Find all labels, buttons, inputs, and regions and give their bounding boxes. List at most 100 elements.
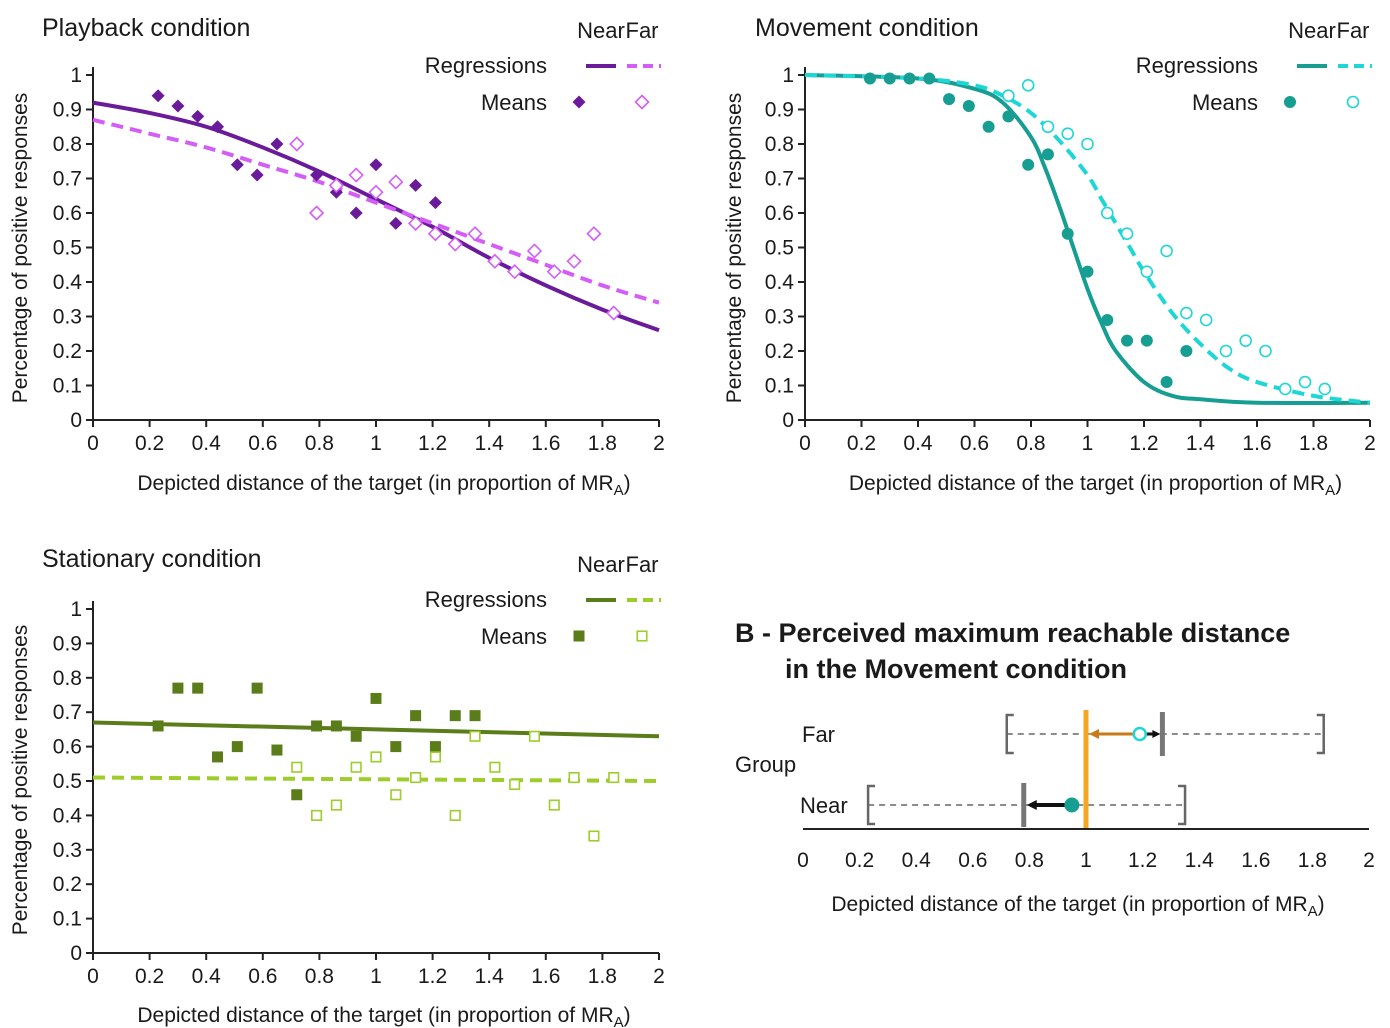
y-tick-label: 1	[782, 64, 794, 87]
panel-b-range-bracket-right	[1316, 713, 1325, 755]
y-tick-label: 0	[70, 942, 82, 965]
y-tick-label: 0.6	[53, 202, 82, 225]
data-point-near	[191, 109, 205, 123]
panel-b-row-near: Near	[800, 783, 1187, 827]
x-tick-label: 2	[653, 432, 665, 455]
panel-b-x-tick-label: 1.6	[1241, 849, 1270, 872]
x-tick-label: 2	[653, 965, 665, 988]
data-point-far	[568, 772, 580, 784]
data-point-near	[271, 744, 283, 756]
y-tick-label: 0.5	[765, 237, 794, 260]
data-point-far	[528, 730, 541, 742]
chart-playback: Playback condition 0 0.1 0.2 0.3 0.4 0.5 0.6 0.7…	[9, 14, 665, 499]
panel-b-perceived-reach: B - Perceived maximum reachable distance…	[735, 618, 1375, 920]
y-tick-label: 0.2	[765, 340, 794, 363]
x-tick-label: 0.8	[305, 432, 334, 455]
data-point-near	[230, 158, 244, 172]
data-point-near	[151, 89, 165, 103]
legend-far-header: Far	[1337, 18, 1370, 43]
x-axis-label-close: )	[624, 1004, 631, 1027]
data-point-near	[469, 710, 481, 722]
data-point-near	[429, 741, 441, 753]
legend-near-means-marker	[572, 95, 586, 109]
data-point-far	[1081, 137, 1094, 151]
data-point-far	[308, 205, 325, 221]
data-point-near	[1081, 265, 1094, 278]
data-point-near	[1101, 313, 1114, 326]
data-point-far	[328, 177, 345, 194]
legend-far-means-marker	[634, 94, 650, 110]
data-point-far	[1298, 375, 1312, 389]
data-point-far	[1002, 89, 1015, 102]
panel-b-title-line1: B - Perceived maximum reachable distance	[735, 618, 1290, 648]
y-tick-label: 0.2	[53, 340, 82, 363]
data-point-far	[507, 264, 523, 280]
x-tick-label: 1.4	[475, 965, 505, 988]
data-point-near	[250, 168, 264, 182]
legend-means-label: Means	[481, 90, 547, 115]
y-tick-label: 0.3	[53, 306, 82, 329]
chart-title: Movement condition	[755, 14, 979, 42]
data-point-near	[291, 789, 303, 801]
x-axis-label-main: Depicted distance of the target (in prop…	[849, 472, 1325, 495]
x-tick-label: 1	[1082, 432, 1094, 455]
data-point-near	[1160, 376, 1173, 389]
data-point-near	[410, 710, 422, 722]
data-point-far	[588, 830, 600, 842]
panel-b-x-tick-label: 1	[1080, 849, 1092, 872]
data-point-near	[449, 710, 461, 722]
data-point-near	[428, 196, 442, 210]
data-point-far	[388, 174, 404, 190]
data-point-near	[1061, 227, 1074, 240]
chart-title: Stationary condition	[42, 545, 262, 573]
panel-b-range-bracket-left	[866, 784, 876, 826]
x-axis-label-subscript: A	[1325, 482, 1335, 499]
y-tick-label: 0.8	[53, 667, 82, 690]
panel-b-row-label: Near	[800, 793, 848, 818]
data-point-far	[1180, 306, 1193, 320]
panel-b-x-axis-label-main: Depicted distance of the target (in prop…	[831, 893, 1307, 916]
data-point-near	[270, 137, 284, 151]
data-point-near	[369, 158, 383, 172]
y-tick-label: 0.3	[765, 306, 794, 329]
data-point-far	[1219, 344, 1233, 358]
panel-b-near-mean-marker	[1064, 797, 1080, 813]
panel-b-x-tick-label: 0.2	[845, 849, 874, 872]
x-tick-label: 0	[799, 432, 811, 455]
y-tick-label: 0.7	[765, 168, 794, 191]
data-point-near	[1041, 148, 1054, 161]
data-point-near	[390, 741, 402, 753]
regression-line-far	[92, 117, 660, 305]
panel-b-x-tick-label: 1.8	[1298, 849, 1327, 872]
legend-near-means-marker	[573, 630, 585, 642]
x-tick-label: 0.2	[135, 432, 164, 455]
x-tick-label: 0.8	[1016, 432, 1045, 455]
data-point-far	[429, 751, 441, 763]
data-point-far	[489, 761, 501, 773]
chart-stationary: Stationary condition 0 0.1 0.2 0.3 0.4 0.5 0.6 0…	[9, 545, 665, 1028]
y-tick-label: 0.1	[765, 375, 794, 398]
panel-b-x-tick-label: 1.4	[1185, 849, 1215, 872]
x-tick-label: 0.4	[903, 432, 933, 455]
legend-far-header: Far	[626, 552, 659, 577]
data-point-far	[407, 215, 424, 231]
panel-b-far-boundary-arrowhead	[1152, 730, 1161, 738]
data-point-far	[526, 243, 543, 259]
data-point-near	[192, 682, 204, 694]
x-tick-label: 0.4	[192, 965, 222, 988]
x-tick-label: 1.6	[1242, 432, 1271, 455]
panel-b-range-bracket-right	[1178, 784, 1187, 826]
data-point-near	[1121, 334, 1134, 347]
data-point-near	[152, 720, 164, 732]
panel-b-row-far: Far	[802, 712, 1325, 756]
data-point-far	[390, 789, 402, 801]
data-point-far	[370, 751, 382, 763]
x-tick-label: 0.6	[248, 965, 277, 988]
data-point-far	[566, 253, 582, 269]
legend-near-header: Near	[1288, 18, 1336, 43]
data-point-far	[1041, 120, 1055, 134]
data-point-near	[310, 168, 324, 182]
x-axis-label-subscript: A	[614, 1014, 624, 1028]
y-tick-label: 0	[70, 409, 82, 432]
x-tick-label: 1	[370, 432, 382, 455]
